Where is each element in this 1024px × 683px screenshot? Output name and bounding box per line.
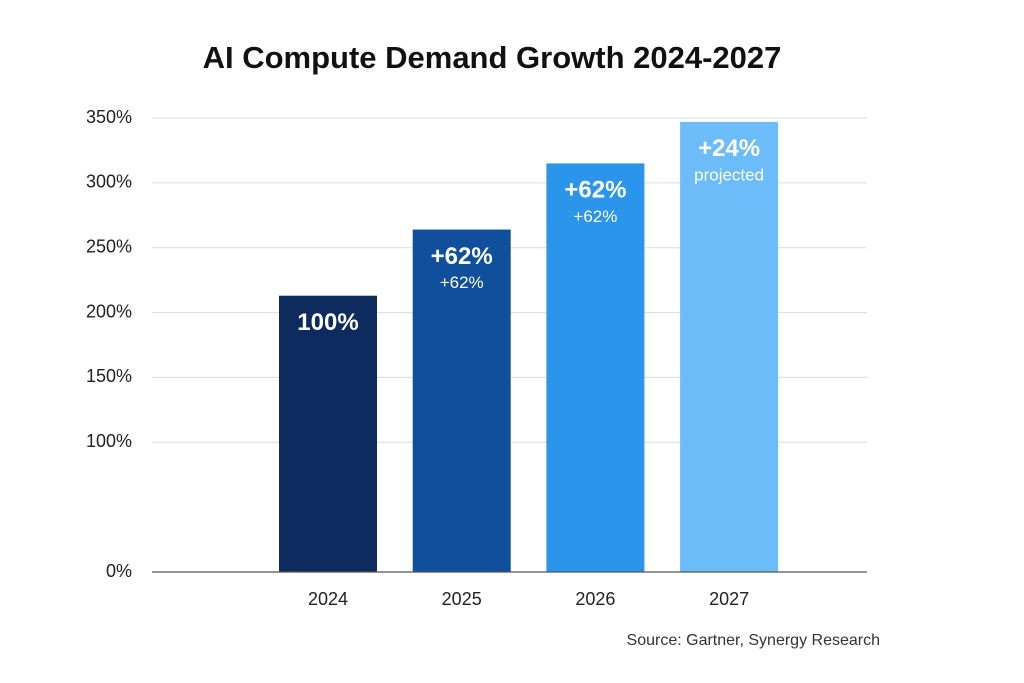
bar xyxy=(279,295,377,572)
bar-sublabel: +62% xyxy=(440,273,484,292)
x-tick-label: 2025 xyxy=(442,589,482,609)
bar-label: +24% xyxy=(698,135,760,162)
bar-label: +62% xyxy=(431,243,493,270)
y-tick-label: 300% xyxy=(86,172,132,192)
bar-sublabel: projected xyxy=(694,165,764,184)
x-tick-label: 2026 xyxy=(575,589,615,609)
bar-label: +62% xyxy=(564,177,626,204)
y-tick-label: 0% xyxy=(106,561,132,581)
source-note: Source: Gartner, Synergy Research xyxy=(627,632,880,649)
chart-title: AI Compute Demand Growth 2024-2027 xyxy=(203,40,782,75)
bar-label: 100% xyxy=(297,309,358,336)
x-tick-label: 2027 xyxy=(709,589,749,609)
bar xyxy=(680,121,779,573)
y-tick-label: 250% xyxy=(86,236,132,256)
bar-sublabel: +62% xyxy=(573,207,617,226)
bar xyxy=(412,229,511,572)
y-tick-label: 150% xyxy=(86,366,132,386)
y-tick-label: 200% xyxy=(86,301,132,321)
bar xyxy=(546,163,645,572)
y-tick-label: 100% xyxy=(86,431,132,451)
x-tick-label: 2024 xyxy=(308,589,348,609)
y-tick-label: 350% xyxy=(86,107,132,127)
